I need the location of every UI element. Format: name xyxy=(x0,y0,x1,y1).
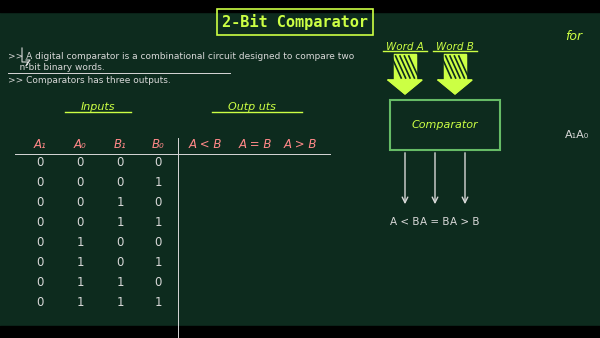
Text: 0: 0 xyxy=(154,236,161,248)
Text: Inputs: Inputs xyxy=(81,102,115,112)
FancyBboxPatch shape xyxy=(390,100,500,150)
Text: 1: 1 xyxy=(116,295,124,309)
Text: 1: 1 xyxy=(116,275,124,289)
Text: 0: 0 xyxy=(37,256,44,268)
Text: Outp uts: Outp uts xyxy=(228,102,276,112)
Text: 0: 0 xyxy=(154,195,161,209)
Text: 1: 1 xyxy=(116,216,124,228)
Text: Word A: Word A xyxy=(386,42,424,52)
Text: A > B: A > B xyxy=(450,217,480,227)
Text: 1: 1 xyxy=(76,275,84,289)
Text: A > B: A > B xyxy=(283,139,317,151)
Text: 0: 0 xyxy=(116,155,124,169)
Polygon shape xyxy=(394,54,416,80)
Text: 0: 0 xyxy=(154,155,161,169)
Text: 1: 1 xyxy=(154,295,162,309)
Text: 1: 1 xyxy=(116,195,124,209)
Text: 0: 0 xyxy=(76,155,83,169)
Text: 0: 0 xyxy=(37,195,44,209)
Text: 1: 1 xyxy=(76,295,84,309)
Text: A < B: A < B xyxy=(188,139,221,151)
Text: Comparator: Comparator xyxy=(412,120,478,130)
Text: 1: 1 xyxy=(76,236,84,248)
Text: 0: 0 xyxy=(76,195,83,209)
Text: A₀: A₀ xyxy=(74,139,86,151)
Text: 1: 1 xyxy=(76,256,84,268)
Text: n-bit binary words.: n-bit binary words. xyxy=(8,63,105,72)
Text: B₀: B₀ xyxy=(152,139,164,151)
Text: >> A digital comparator is a combinational circuit designed to compare two: >> A digital comparator is a combination… xyxy=(8,52,354,61)
Text: A = B: A = B xyxy=(238,139,272,151)
Text: A < B: A < B xyxy=(390,217,420,227)
Text: 0: 0 xyxy=(154,275,161,289)
Text: >> Comparators has three outputs.: >> Comparators has three outputs. xyxy=(8,76,171,85)
Text: B₁: B₁ xyxy=(113,139,127,151)
Text: 0: 0 xyxy=(37,155,44,169)
Polygon shape xyxy=(444,54,466,80)
Text: 0: 0 xyxy=(116,256,124,268)
Text: 1: 1 xyxy=(154,216,162,228)
Text: 0: 0 xyxy=(37,216,44,228)
Text: 0: 0 xyxy=(37,275,44,289)
Polygon shape xyxy=(438,80,472,94)
Text: 1: 1 xyxy=(154,175,162,189)
Text: 0: 0 xyxy=(37,175,44,189)
Text: 0: 0 xyxy=(116,236,124,248)
Text: for: for xyxy=(565,30,582,43)
Text: 0: 0 xyxy=(76,175,83,189)
Text: A₁: A₁ xyxy=(34,139,46,151)
Text: 0: 0 xyxy=(76,216,83,228)
Polygon shape xyxy=(388,80,422,94)
Text: A = B: A = B xyxy=(420,217,450,227)
Text: 1: 1 xyxy=(154,256,162,268)
Text: 0: 0 xyxy=(116,175,124,189)
Text: 0: 0 xyxy=(37,295,44,309)
Text: 2-Bit Comparator: 2-Bit Comparator xyxy=(222,14,368,30)
Text: A₁A₀: A₁A₀ xyxy=(565,130,589,140)
Text: 0: 0 xyxy=(37,236,44,248)
Text: Word B: Word B xyxy=(436,42,474,52)
